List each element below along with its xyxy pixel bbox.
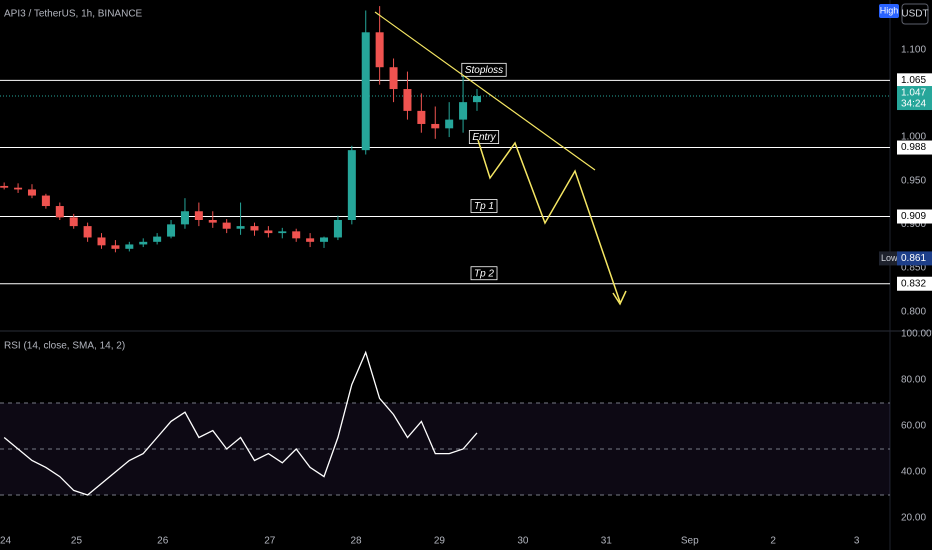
rsi-title: RSI (14, close, SMA, 14, 2) xyxy=(4,341,125,352)
y-tick-label: 40.00 xyxy=(901,467,926,478)
candle-body xyxy=(153,236,162,242)
y-tick-label: 0.900 xyxy=(901,219,926,230)
level-tag: Tp 2 xyxy=(470,266,498,281)
candle-body xyxy=(333,220,342,238)
candle-body xyxy=(167,224,176,237)
y-tick-label: 1.100 xyxy=(901,44,926,55)
x-tick-label: Sep xyxy=(681,536,699,547)
trend-line xyxy=(374,11,596,171)
candle-body xyxy=(97,237,106,246)
level-tag-box xyxy=(468,130,500,144)
candle-body xyxy=(41,195,50,207)
candle-body xyxy=(55,206,64,218)
y-tick-label: 20.00 xyxy=(901,513,926,524)
candle-body xyxy=(431,123,440,129)
x-tick-label: 3 xyxy=(854,536,860,547)
level-axis-box xyxy=(897,276,932,291)
last-price-box xyxy=(897,86,932,111)
x-tick-label: 27 xyxy=(264,536,276,547)
y-tick-label: 80.00 xyxy=(901,375,926,386)
y-tick-label: 100.00 xyxy=(901,329,932,340)
candle-body xyxy=(417,110,426,124)
x-tick-label: 29 xyxy=(434,536,446,547)
y-tick-label: 60.00 xyxy=(901,421,926,432)
candle-body xyxy=(445,119,454,129)
x-tick-label: 26 xyxy=(157,536,169,547)
candle-body xyxy=(236,226,245,229)
x-tick-label: 25 xyxy=(71,536,83,547)
x-tick-label: 31 xyxy=(601,536,613,547)
countdown-label: 34:24 xyxy=(901,99,926,110)
level-tag-box xyxy=(470,266,498,281)
x-tick-label: 28 xyxy=(350,536,362,547)
x-tick-label: 30 xyxy=(517,536,529,547)
candle-body xyxy=(0,185,9,188)
candle-body xyxy=(250,226,259,231)
level-name: Tp 1 xyxy=(474,201,494,212)
level-name: Entry xyxy=(472,132,496,143)
level-axis-label: 1.065 xyxy=(901,75,926,86)
x-tick-label: 24 xyxy=(0,536,12,547)
candle-body xyxy=(278,231,287,234)
candle-body xyxy=(347,150,356,220)
candle-body xyxy=(125,244,134,249)
level-name: Stoploss xyxy=(465,65,503,76)
candle-body xyxy=(111,245,120,249)
high-button-label[interactable]: High xyxy=(880,5,899,15)
level-tag-box xyxy=(470,199,498,213)
rsi-band-fill xyxy=(0,403,890,496)
low-value-box xyxy=(897,251,932,266)
currency-button-label[interactable]: USDT xyxy=(901,9,928,20)
level-tag: Entry xyxy=(468,130,500,144)
candle-body xyxy=(375,32,384,68)
candle-body xyxy=(69,217,78,227)
level-tag-box xyxy=(461,62,507,77)
low-tag: Low xyxy=(881,253,898,263)
y-tick-label: 0.800 xyxy=(901,306,926,317)
level-axis-label: 0.909 xyxy=(901,211,926,222)
candle-body xyxy=(180,211,189,225)
candle-body xyxy=(306,238,315,242)
candle-body xyxy=(14,187,23,190)
candle-body xyxy=(27,189,36,196)
candle-body xyxy=(139,241,148,245)
y-tick-label: 1.000 xyxy=(901,132,926,143)
level-axis-label: 0.832 xyxy=(901,278,926,289)
candle-body xyxy=(361,32,370,151)
y-tick-label: 0.850 xyxy=(901,263,926,274)
currency-button[interactable] xyxy=(901,3,929,25)
candle-body xyxy=(472,96,481,103)
level-axis-box xyxy=(897,140,932,155)
high-button[interactable] xyxy=(879,4,899,18)
level-tag: Tp 1 xyxy=(470,199,498,213)
candle-body xyxy=(83,226,92,238)
last-price-label: 1.047 xyxy=(901,88,926,99)
low-value: 0.861 xyxy=(901,253,926,264)
candle-body xyxy=(264,230,273,234)
candle-body xyxy=(292,231,301,239)
candle-body xyxy=(389,67,398,90)
candle-body xyxy=(403,89,412,111)
level-axis-box xyxy=(897,209,932,224)
rsi-line xyxy=(3,350,478,496)
level-axis-box xyxy=(897,73,932,88)
level-name: Tp 2 xyxy=(474,268,494,279)
level-tag: Stoploss xyxy=(461,62,507,77)
candle-body xyxy=(222,222,231,229)
projection-path xyxy=(477,139,621,303)
chart-title: API3 / TetherUS, 1h, BINANCE xyxy=(4,9,143,20)
candle-body xyxy=(194,211,203,220)
projection-arrow xyxy=(612,290,627,306)
y-tick-label: 0.950 xyxy=(901,175,926,186)
low-tag-box xyxy=(879,251,899,266)
x-tick-label: 2 xyxy=(770,536,776,547)
candle-body xyxy=(459,102,468,120)
candle-body xyxy=(320,237,329,242)
level-axis-label: 0.988 xyxy=(901,142,926,153)
candle-body xyxy=(208,220,217,223)
